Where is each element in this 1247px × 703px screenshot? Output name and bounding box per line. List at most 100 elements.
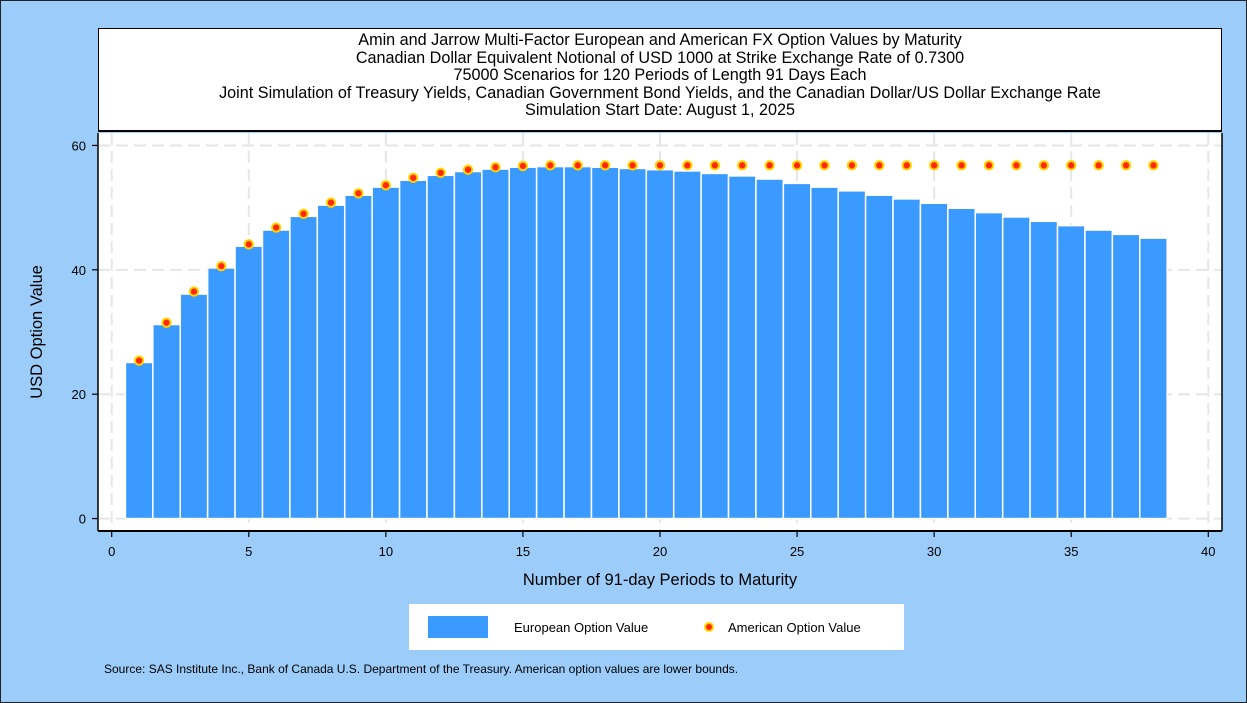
chart-subtitle-start-date: Simulation Start Date: August 1, 2025 bbox=[525, 101, 795, 120]
chart-subtitle-scenarios: 75000 Scenarios for 120 Periods of Lengt… bbox=[453, 66, 867, 85]
bar-european bbox=[837, 190, 867, 520]
bar-european bbox=[508, 166, 538, 520]
x-tick-label: 10 bbox=[379, 544, 393, 559]
marker-american bbox=[1038, 160, 1050, 171]
marker-american bbox=[380, 180, 392, 191]
bar-european bbox=[371, 186, 401, 520]
x-tick-label: 35 bbox=[1064, 544, 1078, 559]
marker-american bbox=[599, 160, 611, 171]
marker-american bbox=[1093, 160, 1104, 171]
bar-european bbox=[590, 166, 620, 520]
bar-european bbox=[919, 202, 949, 520]
bar-european bbox=[1139, 237, 1168, 520]
marker-american bbox=[435, 167, 446, 179]
marker-american bbox=[627, 160, 638, 171]
bar-european bbox=[974, 211, 1004, 520]
bar-series-european bbox=[124, 165, 1168, 520]
legend-label-american: American Option Value bbox=[728, 619, 861, 635]
y-tick-label: 20 bbox=[72, 387, 86, 402]
chart-subtitle-notional: Canadian Dollar Equivalent Notional of U… bbox=[355, 48, 965, 67]
bar-european bbox=[1056, 224, 1086, 520]
marker-american bbox=[325, 197, 337, 208]
marker-american bbox=[216, 260, 227, 272]
marker-american bbox=[462, 164, 474, 175]
marker-american bbox=[791, 160, 803, 171]
marker-american bbox=[353, 188, 364, 199]
x-tick-label: 15 bbox=[516, 544, 530, 559]
marker-american bbox=[819, 160, 830, 171]
bar-european bbox=[947, 207, 977, 520]
bar-european bbox=[343, 194, 373, 520]
marker-series-american bbox=[133, 160, 1159, 366]
bar-european bbox=[481, 168, 510, 520]
bar-european bbox=[727, 175, 757, 520]
legend-label-european: European Option Value bbox=[514, 619, 649, 635]
marker-american bbox=[572, 160, 583, 171]
x-tick-label: 25 bbox=[790, 544, 804, 559]
x-axis-label: Number of 91-day Periods to Maturity bbox=[523, 571, 798, 589]
legend-swatch-american bbox=[704, 622, 714, 632]
bar-european bbox=[1001, 216, 1031, 520]
marker-american bbox=[983, 160, 995, 171]
marker-american bbox=[1148, 160, 1159, 171]
y-axis-label: USD Option Value bbox=[28, 265, 46, 399]
y-tick-label: 0 bbox=[79, 512, 86, 527]
chart-subtitle-simulation: Joint Simulation of Treasury Yields, Can… bbox=[219, 83, 1101, 102]
y-tick-label: 40 bbox=[72, 263, 86, 278]
marker-american bbox=[654, 160, 666, 171]
marker-american bbox=[901, 160, 912, 171]
marker-american bbox=[1120, 160, 1132, 171]
bar-european bbox=[398, 179, 428, 520]
marker-american bbox=[490, 162, 501, 173]
bar-european bbox=[810, 186, 839, 520]
marker-american bbox=[709, 160, 721, 171]
marker-american bbox=[133, 355, 145, 366]
marker-american bbox=[928, 160, 940, 171]
x-tick-label: 20 bbox=[653, 544, 667, 559]
marker-american bbox=[682, 160, 693, 171]
bar-european bbox=[206, 267, 236, 520]
bar-european bbox=[234, 245, 264, 520]
x-tick-label: 30 bbox=[927, 544, 941, 559]
bar-european bbox=[1029, 220, 1059, 520]
marker-american bbox=[517, 160, 529, 172]
x-tick-label: 40 bbox=[1201, 544, 1215, 559]
bar-european bbox=[453, 170, 483, 520]
bar-european bbox=[672, 170, 702, 520]
bar-european bbox=[1111, 233, 1141, 520]
marker-american bbox=[737, 160, 748, 171]
marker-american bbox=[1011, 160, 1022, 171]
marker-american bbox=[408, 172, 419, 183]
chart-title: Amin and Jarrow Multi-Factor European an… bbox=[358, 31, 962, 49]
bar-european bbox=[1084, 229, 1114, 520]
y-tick-label: 60 bbox=[72, 138, 86, 153]
marker-american bbox=[270, 222, 282, 233]
bar-european bbox=[892, 198, 922, 520]
bar-european bbox=[782, 182, 812, 520]
marker-american bbox=[545, 160, 556, 171]
marker-american bbox=[956, 160, 967, 171]
marker-american bbox=[846, 160, 858, 171]
x-tick-label: 0 bbox=[108, 544, 115, 559]
bar-european bbox=[645, 168, 675, 520]
bar-european bbox=[179, 293, 209, 520]
marker-american bbox=[1066, 160, 1077, 171]
bar-european bbox=[426, 174, 456, 520]
bar-european bbox=[316, 204, 346, 520]
bar-european bbox=[563, 165, 593, 520]
marker-american bbox=[298, 208, 309, 220]
x-axis-ticks: 0 5 10 15 20 25 30 35 40 bbox=[108, 531, 1216, 559]
bar-european bbox=[261, 229, 291, 520]
y-axis-ticks: 0 20 40 60 bbox=[72, 138, 98, 527]
bar-european bbox=[700, 172, 730, 520]
bar-european bbox=[289, 215, 319, 520]
source-note: Source: SAS Institute Inc., Bank of Cana… bbox=[104, 662, 739, 676]
legend-swatch-european bbox=[428, 616, 488, 638]
bar-european bbox=[755, 178, 785, 520]
marker-american bbox=[161, 317, 172, 328]
marker-american bbox=[764, 160, 775, 171]
legend: European Option Value American Option Va… bbox=[409, 604, 904, 650]
bar-european bbox=[152, 323, 181, 520]
bar-european bbox=[535, 165, 565, 520]
